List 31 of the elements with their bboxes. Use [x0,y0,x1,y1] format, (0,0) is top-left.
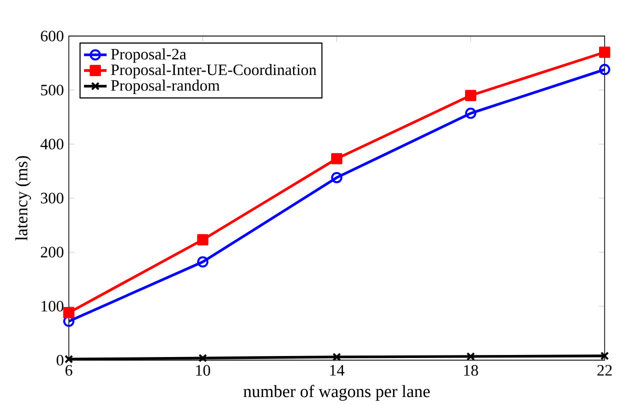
legend-label: Proposal-2a [111,48,186,63]
point [466,352,475,361]
point [332,352,341,362]
point [331,172,342,184]
x-tick-label: 18 [464,364,478,376]
y-tick-label: 300 [40,192,64,204]
point [600,352,609,360]
legend-label: Proposal-random [111,80,220,94]
y-tick-label: 400 [40,138,64,150]
y-tick-label: 500 [41,84,64,96]
legend-label: Proposal-Inter-UE-Coordination [111,64,316,78]
point [198,354,208,362]
point [465,90,476,102]
x-tick-label: 22 [597,364,612,376]
point [599,46,610,58]
point [63,306,74,318]
x-tick-label: 10 [196,364,210,376]
point [465,108,476,119]
x-tick-label: 6 [66,364,72,376]
x-tick-label: 14 [330,364,344,376]
point [331,152,342,164]
x-axis-title: number of wagons per lane [244,384,430,401]
point [599,64,610,76]
y-tick-label: 0 [56,354,64,366]
point [197,256,208,268]
y-tick-label: 600 [40,30,64,42]
point [197,234,208,246]
y-tick-label: 100 [42,300,64,312]
y-axis-title: latency (ms) [15,156,31,240]
point [64,354,74,364]
y-tick-label: 200 [40,246,64,258]
